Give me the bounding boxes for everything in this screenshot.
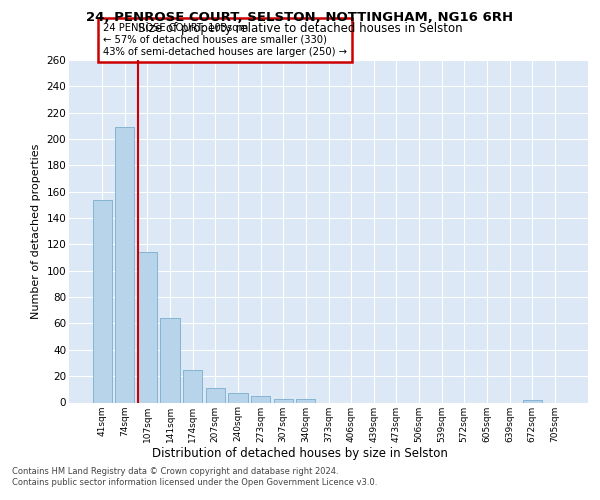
Bar <box>92 200 112 402</box>
Bar <box>274 398 293 402</box>
Bar <box>160 318 180 402</box>
Bar <box>183 370 202 402</box>
Text: Contains HM Land Registry data © Crown copyright and database right 2024.
Contai: Contains HM Land Registry data © Crown c… <box>12 468 377 487</box>
Bar <box>296 398 316 402</box>
Text: 24, PENROSE COURT, SELSTON, NOTTINGHAM, NG16 6RH: 24, PENROSE COURT, SELSTON, NOTTINGHAM, … <box>86 11 514 24</box>
Bar <box>251 396 270 402</box>
Text: Distribution of detached houses by size in Selston: Distribution of detached houses by size … <box>152 448 448 460</box>
Bar <box>138 252 157 402</box>
Bar <box>115 127 134 402</box>
Bar <box>523 400 542 402</box>
Text: Size of property relative to detached houses in Selston: Size of property relative to detached ho… <box>137 22 463 35</box>
Bar <box>206 388 225 402</box>
Bar <box>229 394 248 402</box>
Y-axis label: Number of detached properties: Number of detached properties <box>31 144 41 319</box>
Text: 24 PENROSE COURT: 103sqm
← 57% of detached houses are smaller (330)
43% of semi-: 24 PENROSE COURT: 103sqm ← 57% of detach… <box>103 24 347 56</box>
